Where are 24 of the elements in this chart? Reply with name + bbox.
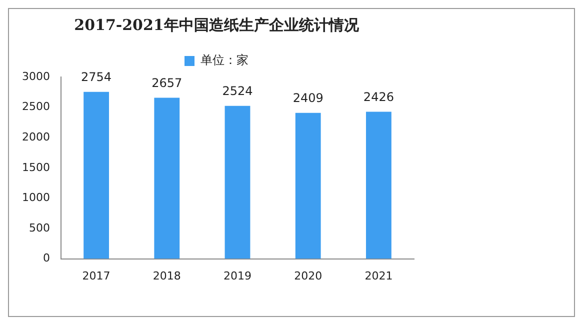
bar [295,112,321,259]
data-label: 2754 [81,70,112,84]
x-tick-label: 2021 [364,269,393,282]
x-tick-label: 2018 [152,269,181,282]
y-tick-label: 0 [42,252,50,265]
y-tick-label: 500 [28,221,50,234]
y-tick-label: 2500 [22,100,50,114]
legend-label: 单位：家 [200,53,248,68]
data-label: 2657 [152,76,182,90]
y-tick-label: 1500 [22,160,50,174]
bar [84,92,110,259]
y-tick-label: 3000 [22,70,50,83]
data-label: 2426 [363,90,394,104]
x-tick-label: 2019 [223,269,252,282]
y-tick-label: 1000 [22,191,50,204]
chart-title: 2017-2021年中国造纸生产企业统计情况 [74,16,360,34]
bar [154,98,180,259]
x-tick-label: 2017 [82,269,110,282]
bar [224,106,250,259]
data-label: 2524 [222,84,253,98]
y-tick-label: 2000 [22,130,50,144]
bar [366,112,392,259]
data-label: 2409 [292,90,324,105]
x-tick-label: 2020 [294,269,322,282]
